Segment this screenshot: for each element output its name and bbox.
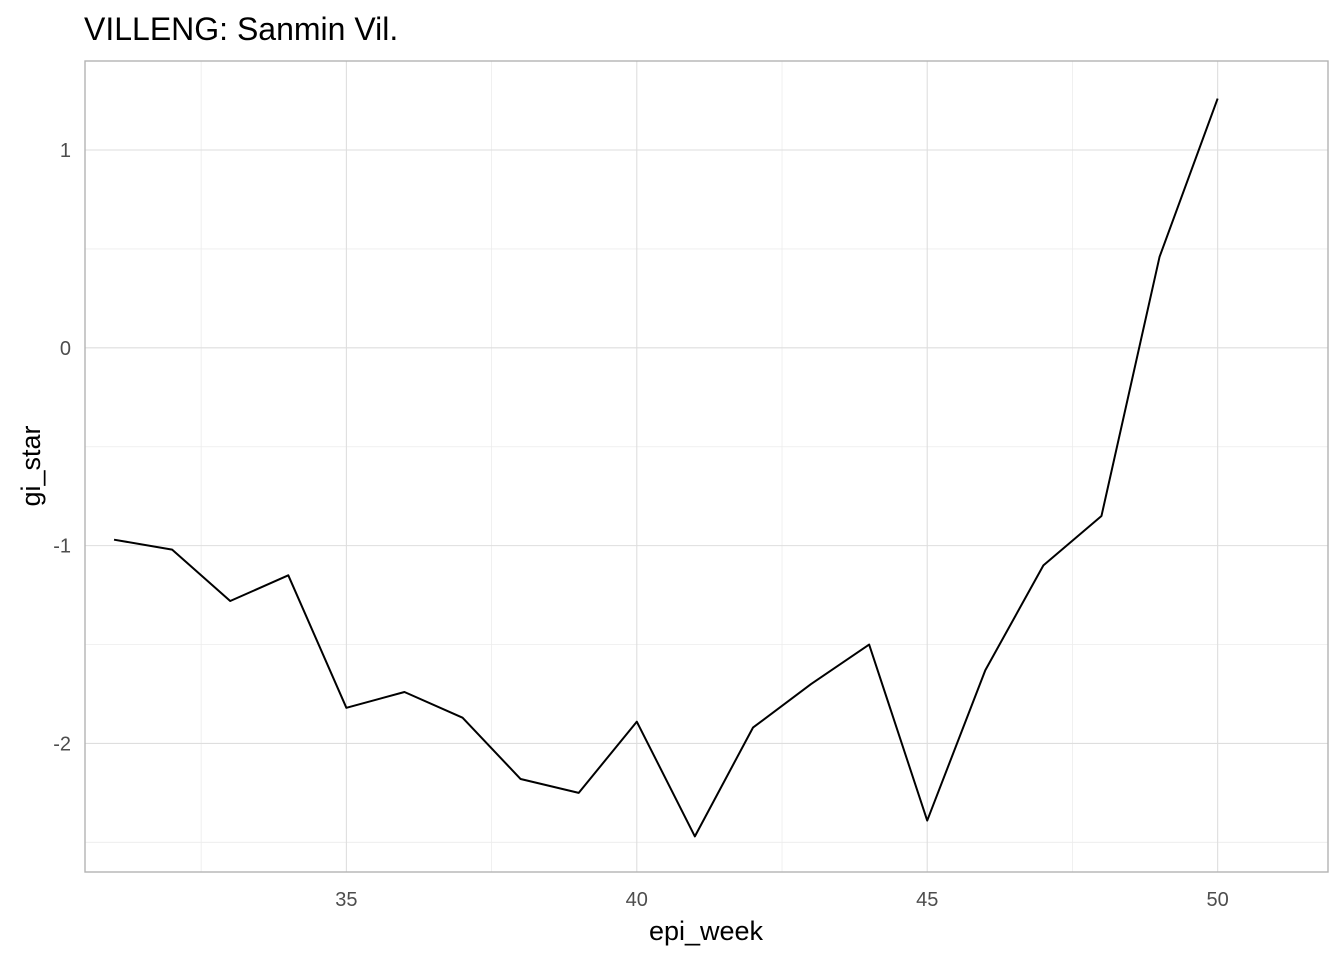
- y-axis-ticks: -2 -1 0 1: [53, 140, 71, 755]
- y-tick-label: -2: [53, 733, 71, 755]
- x-tick-label: 40: [626, 889, 648, 911]
- x-axis-ticks: 35 40 45 50: [335, 889, 1229, 911]
- y-tick-label: 0: [60, 338, 71, 360]
- series-layer: [113, 98, 1219, 838]
- chart-title: VILLENG: Sanmin Vil.: [84, 11, 398, 47]
- x-tick-label: 50: [1207, 889, 1229, 911]
- y-tick-label: -1: [53, 536, 71, 558]
- x-tick-label: 35: [335, 889, 357, 911]
- y-axis-title: gi_star: [16, 425, 46, 506]
- series-line: [113, 98, 1219, 838]
- plot-panel-border: [84, 60, 1329, 873]
- x-axis-title: epi_week: [649, 916, 764, 946]
- x-tick-label: 45: [916, 889, 938, 911]
- grid: [85, 61, 1328, 872]
- y-tick-label: 1: [60, 140, 71, 162]
